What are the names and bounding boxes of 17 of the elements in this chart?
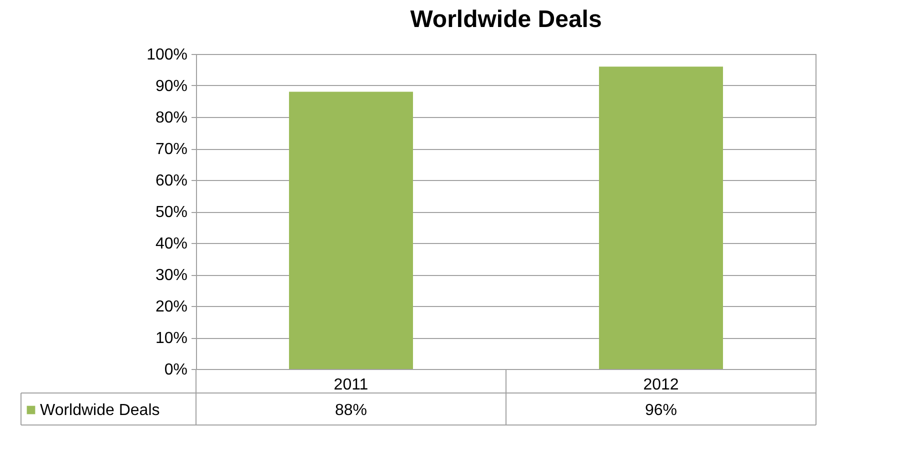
y-tick-label: 0% xyxy=(164,362,188,378)
y-tick-label: 60% xyxy=(155,172,188,190)
y-tick-label: 100% xyxy=(146,46,188,64)
legend-label: Worldwide Deals xyxy=(40,402,160,419)
y-tick-label: 10% xyxy=(155,330,188,347)
y-tick-label: 20% xyxy=(155,298,188,316)
x-tick-label: 2012 xyxy=(643,376,679,394)
y-tick-label: 30% xyxy=(155,267,188,284)
y-tick-label: 80% xyxy=(155,110,188,126)
y-tick-label: 70% xyxy=(155,141,188,158)
chart-title: Worldwide Deals xyxy=(410,6,602,33)
data-label: 96% xyxy=(644,402,678,419)
x-tick-label: 2011 xyxy=(334,376,368,394)
y-tick-label: 90% xyxy=(155,78,188,95)
data-label: 88% xyxy=(334,402,368,419)
y-tick-label: 40% xyxy=(155,236,188,252)
y-tick-label: 50% xyxy=(155,204,188,221)
